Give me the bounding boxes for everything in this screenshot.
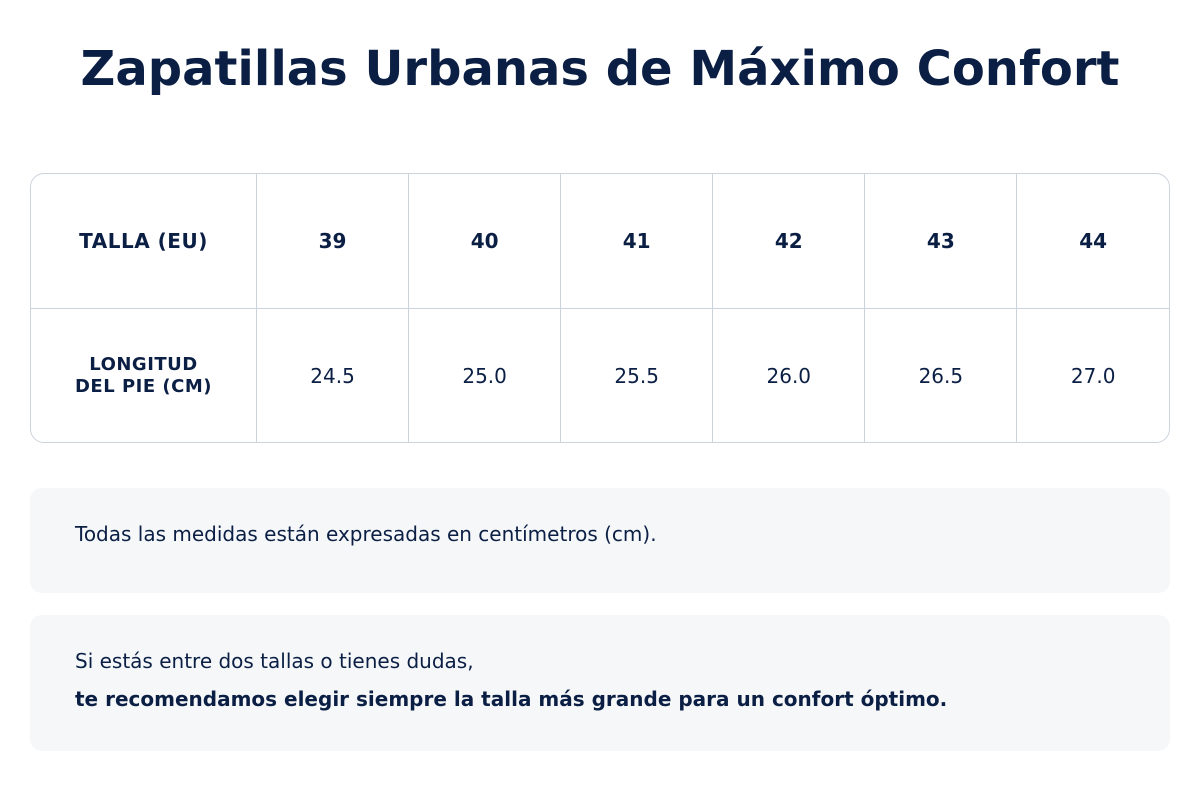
length-row-header-line1: LONGITUD xyxy=(89,354,198,375)
size-cell: 43 xyxy=(864,174,1018,309)
advice-note-line1: Si estás entre dos tallas o tienes dudas… xyxy=(75,649,474,673)
length-cell: 26.0 xyxy=(712,308,866,442)
length-cell: 25.5 xyxy=(560,308,714,442)
length-cell: 25.0 xyxy=(408,308,562,442)
length-row: LONGITUD DEL PIE (CM) 24.5 25.0 25.5 26.… xyxy=(31,308,1169,442)
length-row-header-line2: DEL PIE (CM) xyxy=(74,376,212,397)
length-row-header: LONGITUD DEL PIE (CM) xyxy=(31,308,257,442)
size-row: TALLA (EU) 39 40 41 42 43 44 xyxy=(31,174,1169,309)
length-cell: 26.5 xyxy=(864,308,1018,442)
size-chart-table: TALLA (EU) 39 40 41 42 43 44 LONGITUD DE… xyxy=(30,173,1170,443)
size-row-header: TALLA (EU) xyxy=(31,174,257,309)
length-cell: 24.5 xyxy=(256,308,410,442)
advice-note-line2: te recomendamos elegir siempre la talla … xyxy=(75,687,948,711)
measurement-note: Todas las medidas están expresadas en ce… xyxy=(30,488,1170,593)
length-cell: 27.0 xyxy=(1070,364,1116,388)
size-cell: 42 xyxy=(712,174,866,309)
size-cell: 44 xyxy=(1016,174,1169,309)
size-cell: 40 xyxy=(408,174,562,309)
size-cell: 41 xyxy=(560,174,714,309)
size-cell: 39 xyxy=(256,174,410,309)
advice-note: Si estás entre dos tallas o tienes dudas… xyxy=(30,615,1170,751)
page-title: Zapatillas Urbanas de Máximo Confort xyxy=(80,41,1120,97)
measurement-note-text: Todas las medidas están expresadas en ce… xyxy=(75,522,657,546)
